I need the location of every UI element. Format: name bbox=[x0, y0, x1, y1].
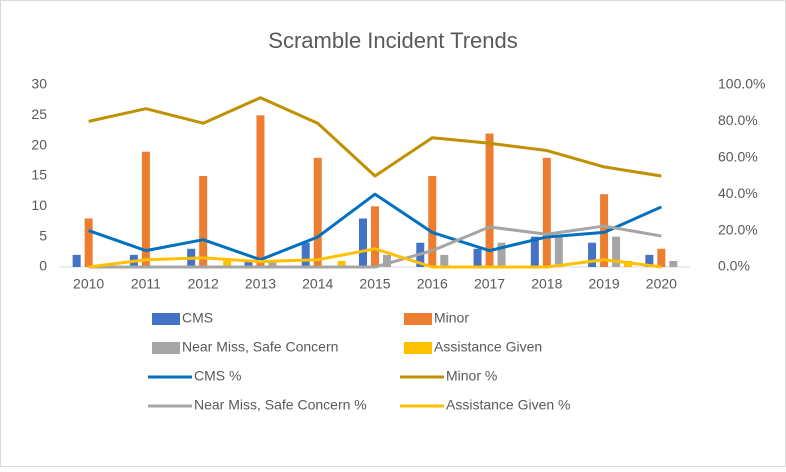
bar bbox=[497, 242, 506, 267]
legend-swatch bbox=[404, 313, 432, 325]
x-tick-label: 2011 bbox=[131, 276, 161, 292]
bar bbox=[84, 218, 93, 267]
line bbox=[88, 96, 662, 178]
bar bbox=[223, 260, 232, 267]
bar bbox=[244, 260, 253, 267]
legend-label: Near Miss, Safe Concern bbox=[182, 339, 338, 355]
legend-label: Near Miss, Safe Concern % bbox=[194, 397, 367, 413]
legend-label: CMS bbox=[182, 310, 213, 326]
x-tick-label: 2019 bbox=[589, 276, 620, 292]
legend-label: Assistance Given % bbox=[446, 397, 571, 413]
x-tick-label: 2015 bbox=[359, 276, 390, 292]
x-tick-label: 2014 bbox=[302, 276, 333, 292]
legend-label: Minor % bbox=[446, 368, 497, 384]
y-tick-label: 25 bbox=[31, 106, 47, 122]
bar bbox=[530, 236, 539, 267]
bar bbox=[268, 260, 277, 267]
bar bbox=[645, 254, 654, 267]
bar bbox=[554, 236, 563, 267]
bar bbox=[440, 254, 449, 267]
bar bbox=[256, 115, 265, 267]
y-tick-label: 20 bbox=[31, 136, 47, 152]
bar bbox=[485, 133, 494, 267]
y2-tick-label: 60.0% bbox=[718, 149, 758, 165]
bar bbox=[72, 254, 81, 267]
y2-tick-label: 80.0% bbox=[718, 112, 758, 128]
bar bbox=[141, 151, 150, 267]
bar bbox=[301, 242, 310, 267]
x-tick-label: 2010 bbox=[73, 276, 104, 292]
bar bbox=[359, 218, 367, 267]
x-tick-label: 2017 bbox=[474, 276, 505, 292]
bar bbox=[313, 157, 322, 267]
x-tick-label: 2012 bbox=[188, 276, 219, 292]
bar bbox=[600, 194, 609, 267]
chart-title: Scramble Incident Trends bbox=[268, 28, 517, 53]
bar bbox=[371, 206, 379, 267]
line bbox=[88, 224, 662, 269]
bar bbox=[383, 254, 391, 267]
x-tick-label: 2013 bbox=[245, 276, 276, 292]
legend-label: Minor bbox=[434, 310, 469, 326]
y2-tick-label: 40.0% bbox=[718, 185, 758, 201]
line bbox=[88, 247, 662, 269]
legend-label: Assistance Given bbox=[434, 339, 542, 355]
line bbox=[88, 192, 662, 262]
y-tick-label: 5 bbox=[39, 227, 47, 243]
bar bbox=[473, 248, 482, 267]
x-tick-label: 2016 bbox=[417, 276, 448, 292]
bar bbox=[199, 176, 208, 267]
y2-tick-label: 20.0% bbox=[718, 221, 758, 237]
y-tick-label: 10 bbox=[31, 197, 47, 213]
y2-tick-label: 100.0% bbox=[718, 76, 765, 92]
legend-label: CMS % bbox=[194, 368, 241, 384]
y-tick-label: 15 bbox=[31, 167, 47, 183]
bar bbox=[542, 157, 551, 267]
y2-tick-label: 0.0% bbox=[718, 258, 750, 274]
legend-swatch bbox=[404, 342, 432, 354]
bar bbox=[337, 260, 346, 267]
legend-swatch bbox=[152, 342, 180, 354]
y-tick-label: 30 bbox=[31, 76, 47, 92]
bar bbox=[669, 260, 678, 267]
x-tick-label: 2020 bbox=[646, 276, 677, 292]
bar bbox=[612, 236, 621, 267]
bar bbox=[657, 248, 666, 267]
bar bbox=[428, 176, 437, 267]
legend-swatch bbox=[152, 313, 180, 325]
x-tick-label: 2018 bbox=[531, 276, 562, 292]
bar bbox=[588, 242, 597, 267]
y-tick-label: 0 bbox=[39, 258, 47, 274]
